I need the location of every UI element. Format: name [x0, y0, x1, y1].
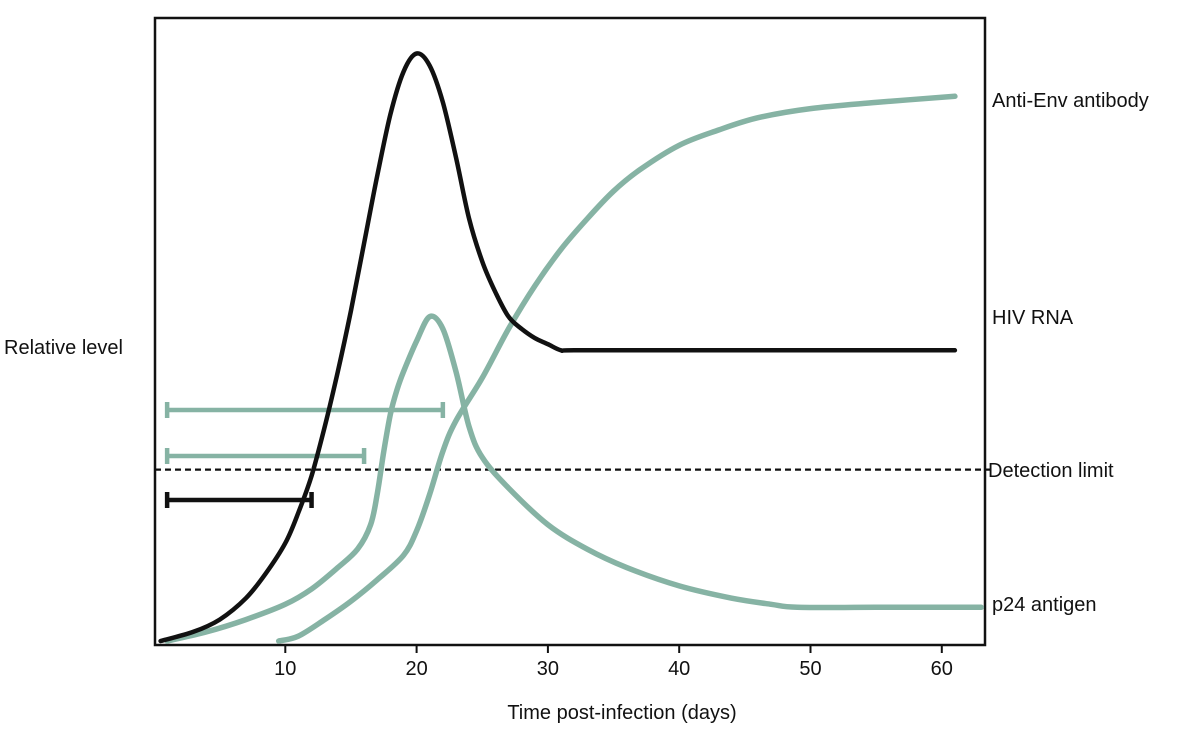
x-tick-label: 10: [274, 658, 296, 680]
x-tick-label: 30: [537, 658, 559, 680]
x-tick-label: 50: [799, 658, 821, 680]
x-tick-label: 40: [668, 658, 690, 680]
y-axis-label: Relative level: [4, 337, 123, 359]
window-bar: [164, 402, 446, 418]
plot-frame: [153, 16, 987, 647]
x-axis-label: Time post-infection (days): [507, 702, 736, 724]
x-tick-label: 60: [931, 658, 953, 680]
series-line-anti-env-antibody: [275, 93, 958, 644]
series-label-p24: p24 antigen: [992, 594, 1097, 616]
window-bar: [164, 448, 367, 464]
series-label-anti-env: Anti-Env antibody: [992, 90, 1149, 112]
series-line-p24-antigen: [164, 313, 984, 644]
window-bar: [164, 492, 314, 508]
series-label-hiv-rna: HIV RNA: [992, 307, 1074, 329]
detection-limit-label: Detection limit: [988, 460, 1114, 482]
x-tick-label: 20: [405, 658, 427, 680]
series-line-hiv-rna: [158, 51, 958, 644]
